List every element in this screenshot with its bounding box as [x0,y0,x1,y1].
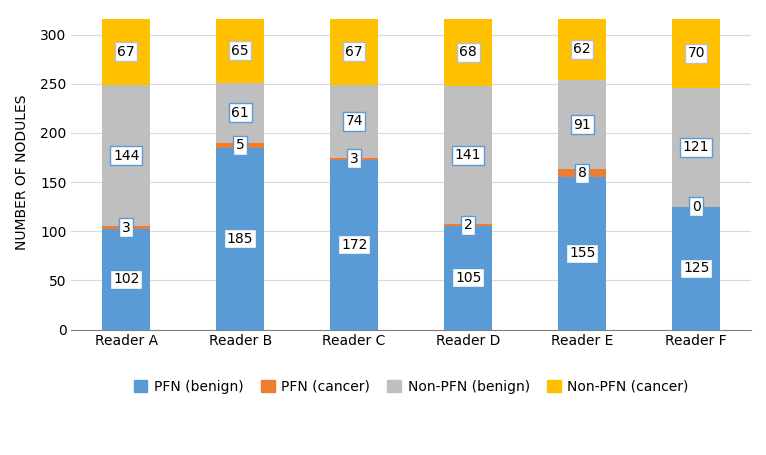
Bar [330,85,378,157]
Bar [673,19,720,88]
Y-axis label: NUMBER OF NODULES: NUMBER OF NODULES [15,95,29,250]
Bar [102,226,150,229]
Text: 141: 141 [455,148,481,162]
Bar [444,224,492,226]
Text: 2: 2 [463,218,473,233]
Text: 185: 185 [227,232,254,246]
Text: 105: 105 [455,271,481,285]
Bar [330,157,378,161]
Bar [673,207,720,329]
Text: 172: 172 [341,238,368,252]
Text: 3: 3 [350,152,358,166]
Text: 91: 91 [573,117,591,131]
Bar [444,86,492,224]
Text: 125: 125 [683,261,709,275]
Text: 8: 8 [578,166,587,180]
Bar [444,19,492,86]
Text: 0: 0 [692,200,701,214]
Bar [216,83,264,143]
Bar [216,19,264,83]
Text: 67: 67 [345,45,363,59]
Text: 3: 3 [122,221,130,235]
Bar [330,19,378,85]
Legend: PFN (benign), PFN (cancer), Non-PFN (benign), Non-PFN (cancer): PFN (benign), PFN (cancer), Non-PFN (ben… [128,374,695,399]
Bar [558,177,606,329]
Bar [673,88,720,207]
Bar [558,169,606,177]
Text: 102: 102 [113,273,139,286]
Bar [330,161,378,329]
Text: 68: 68 [460,46,477,59]
Text: 70: 70 [687,46,705,61]
Text: 62: 62 [574,42,591,56]
Text: 155: 155 [569,246,595,260]
Bar [102,229,150,329]
Bar [558,80,606,169]
Text: 67: 67 [117,45,135,59]
Bar [216,143,264,148]
Bar [102,85,150,226]
Text: 74: 74 [345,114,363,128]
Bar [102,19,150,85]
Text: 61: 61 [231,106,249,120]
Bar [216,148,264,329]
Text: 144: 144 [113,148,139,162]
Text: 5: 5 [236,138,244,152]
Bar [558,19,606,80]
Text: 65: 65 [231,44,249,58]
Bar [444,226,492,329]
Text: 121: 121 [683,140,709,154]
